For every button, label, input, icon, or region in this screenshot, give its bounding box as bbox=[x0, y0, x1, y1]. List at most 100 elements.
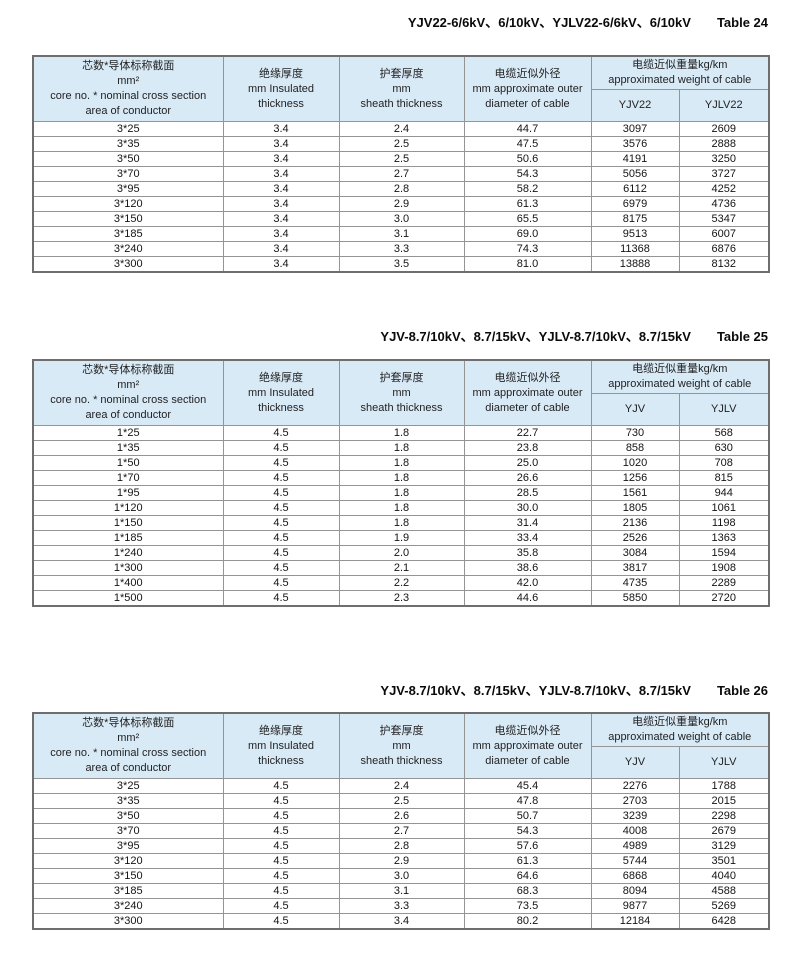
table-cell: 3*35 bbox=[32, 136, 224, 152]
table-cell: 1*300 bbox=[32, 560, 224, 576]
header-weight-group: 电缆近似重量kg/km approximated weight of cable bbox=[590, 359, 770, 394]
table-row: 1*25 4.5 1.8 22.7 730 568 bbox=[32, 425, 770, 441]
table-row: 3*70 3.4 2.7 54.3 5056 3727 bbox=[32, 166, 770, 182]
table-cell: 3*95 bbox=[32, 838, 224, 854]
table-row: 1*120 4.5 1.8 30.0 1805 1061 bbox=[32, 500, 770, 516]
table-cell: 1*70 bbox=[32, 470, 224, 486]
table-row: 1*70 4.5 1.8 26.6 1256 815 bbox=[32, 470, 770, 486]
table-cell: 2.8 bbox=[338, 838, 465, 854]
table-cell: 3*300 bbox=[32, 913, 224, 930]
table-cell: 5347 bbox=[678, 211, 770, 227]
table-cell: 3*150 bbox=[32, 868, 224, 884]
header-outer-diameter: 电缆近似外径 mm approximate outer diameter of … bbox=[463, 359, 592, 426]
table-cell: 3239 bbox=[590, 808, 680, 824]
table-cell: 2679 bbox=[678, 823, 770, 839]
table-cell: 22.7 bbox=[463, 425, 592, 441]
table-cell: 3.4 bbox=[338, 913, 465, 930]
table-cell: 4.5 bbox=[222, 425, 340, 441]
table-cell: 2720 bbox=[678, 590, 770, 607]
table-cell: 3.3 bbox=[338, 898, 465, 914]
table-cell: 2.7 bbox=[338, 166, 465, 182]
table-26-label: Table 26 bbox=[716, 683, 768, 698]
table-cell: 3.4 bbox=[222, 181, 340, 197]
table-cell: 30.0 bbox=[463, 500, 592, 516]
table-cell: 54.3 bbox=[463, 823, 592, 839]
table-cell: 3*50 bbox=[32, 151, 224, 167]
table-cell: 1*500 bbox=[32, 590, 224, 607]
table-25: 芯数*导体标称截面 mm² core no. * nominal cross s… bbox=[32, 359, 770, 607]
header-outer-diameter: 电缆近似外径 mm approximate outer diameter of … bbox=[463, 712, 592, 779]
table-cell: 3*120 bbox=[32, 853, 224, 869]
table-cell: 2609 bbox=[678, 121, 770, 137]
table-cell: 50.7 bbox=[463, 808, 592, 824]
table-cell: 38.6 bbox=[463, 560, 592, 576]
table-cell: 1*95 bbox=[32, 485, 224, 501]
table-cell: 3.4 bbox=[222, 226, 340, 242]
header-sheath-thickness: 护套厚度 mm sheath thickness bbox=[338, 55, 465, 122]
table-cell: 3*300 bbox=[32, 256, 224, 273]
table-cell: 2526 bbox=[590, 530, 680, 546]
table-25-title-text: YJV-8.7/10kV、8.7/15kV、YJLV-8.7/10kV、8.7/… bbox=[380, 329, 691, 344]
table-cell: 2.9 bbox=[338, 196, 465, 212]
table-cell: 4.5 bbox=[222, 883, 340, 899]
table-cell: 1256 bbox=[590, 470, 680, 486]
table-cell: 2888 bbox=[678, 136, 770, 152]
table-cell: 13888 bbox=[590, 256, 680, 273]
table-cell: 4.5 bbox=[222, 898, 340, 914]
table-row: 3*35 3.4 2.5 47.5 3576 2888 bbox=[32, 136, 770, 152]
table-cell: 1.8 bbox=[338, 440, 465, 456]
table-cell: 44.6 bbox=[463, 590, 592, 607]
header-weight-yjlv22: YJLV22 bbox=[678, 89, 770, 122]
table-cell: 3.0 bbox=[338, 868, 465, 884]
table-cell: 2.5 bbox=[338, 793, 465, 809]
table-row: 3*150 4.5 3.0 64.6 6868 4040 bbox=[32, 868, 770, 884]
table-cell: 35.8 bbox=[463, 545, 592, 561]
header-core-section: 芯数*导体标称截面 mm² core no. * nominal cross s… bbox=[32, 712, 224, 779]
table-cell: 4736 bbox=[678, 196, 770, 212]
table-cell: 9513 bbox=[590, 226, 680, 242]
table-cell: 3*25 bbox=[32, 121, 224, 137]
table-cell: 3.1 bbox=[338, 226, 465, 242]
table-cell: 11368 bbox=[590, 241, 680, 257]
table-cell: 8094 bbox=[590, 883, 680, 899]
table-cell: 61.3 bbox=[463, 853, 592, 869]
table-row: 3*70 4.5 2.7 54.3 4008 2679 bbox=[32, 823, 770, 839]
table-cell: 2298 bbox=[678, 808, 770, 824]
header-sheath-thickness: 护套厚度 mm sheath thickness bbox=[338, 359, 465, 426]
table-cell: 31.4 bbox=[463, 515, 592, 531]
table-cell: 3129 bbox=[678, 838, 770, 854]
table-cell: 3817 bbox=[590, 560, 680, 576]
table-cell: 2.4 bbox=[338, 778, 465, 794]
table-cell: 1020 bbox=[590, 455, 680, 471]
table-cell: 2289 bbox=[678, 575, 770, 591]
table-cell: 58.2 bbox=[463, 181, 592, 197]
table-cell: 3*70 bbox=[32, 166, 224, 182]
table-cell: 4.5 bbox=[222, 913, 340, 930]
table-cell: 45.4 bbox=[463, 778, 592, 794]
table-cell: 3.4 bbox=[222, 166, 340, 182]
table-24-label: Table 24 bbox=[716, 15, 768, 30]
table-cell: 3*120 bbox=[32, 196, 224, 212]
table-cell: 44.7 bbox=[463, 121, 592, 137]
table-row: 1*50 4.5 1.8 25.0 1020 708 bbox=[32, 455, 770, 471]
table-cell: 4.5 bbox=[222, 823, 340, 839]
table-cell: 4588 bbox=[678, 883, 770, 899]
table-cell: 1*35 bbox=[32, 440, 224, 456]
table-cell: 3*35 bbox=[32, 793, 224, 809]
table-cell: 3.4 bbox=[222, 211, 340, 227]
header-weight-group: 电缆近似重量kg/km approximated weight of cable bbox=[590, 55, 770, 90]
table-cell: 81.0 bbox=[463, 256, 592, 273]
table-cell: 3.4 bbox=[222, 256, 340, 273]
table-row: 3*25 3.4 2.4 44.7 3097 2609 bbox=[32, 121, 770, 137]
table-cell: 1.8 bbox=[338, 485, 465, 501]
table-cell: 3.0 bbox=[338, 211, 465, 227]
table-row: 3*240 4.5 3.3 73.5 9877 5269 bbox=[32, 898, 770, 914]
table-row: 1*400 4.5 2.2 42.0 4735 2289 bbox=[32, 575, 770, 591]
table-cell: 3*150 bbox=[32, 211, 224, 227]
table-cell: 2136 bbox=[590, 515, 680, 531]
table-25-body: 1*25 4.5 1.8 22.7 730 568 1*35 4.5 1.8 23.8 858 630… bbox=[32, 425, 770, 607]
table-cell: 3501 bbox=[678, 853, 770, 869]
table-cell: 6876 bbox=[678, 241, 770, 257]
table-row: 3*185 3.4 3.1 69.0 9513 6007 bbox=[32, 226, 770, 242]
table-cell: 4.5 bbox=[222, 575, 340, 591]
